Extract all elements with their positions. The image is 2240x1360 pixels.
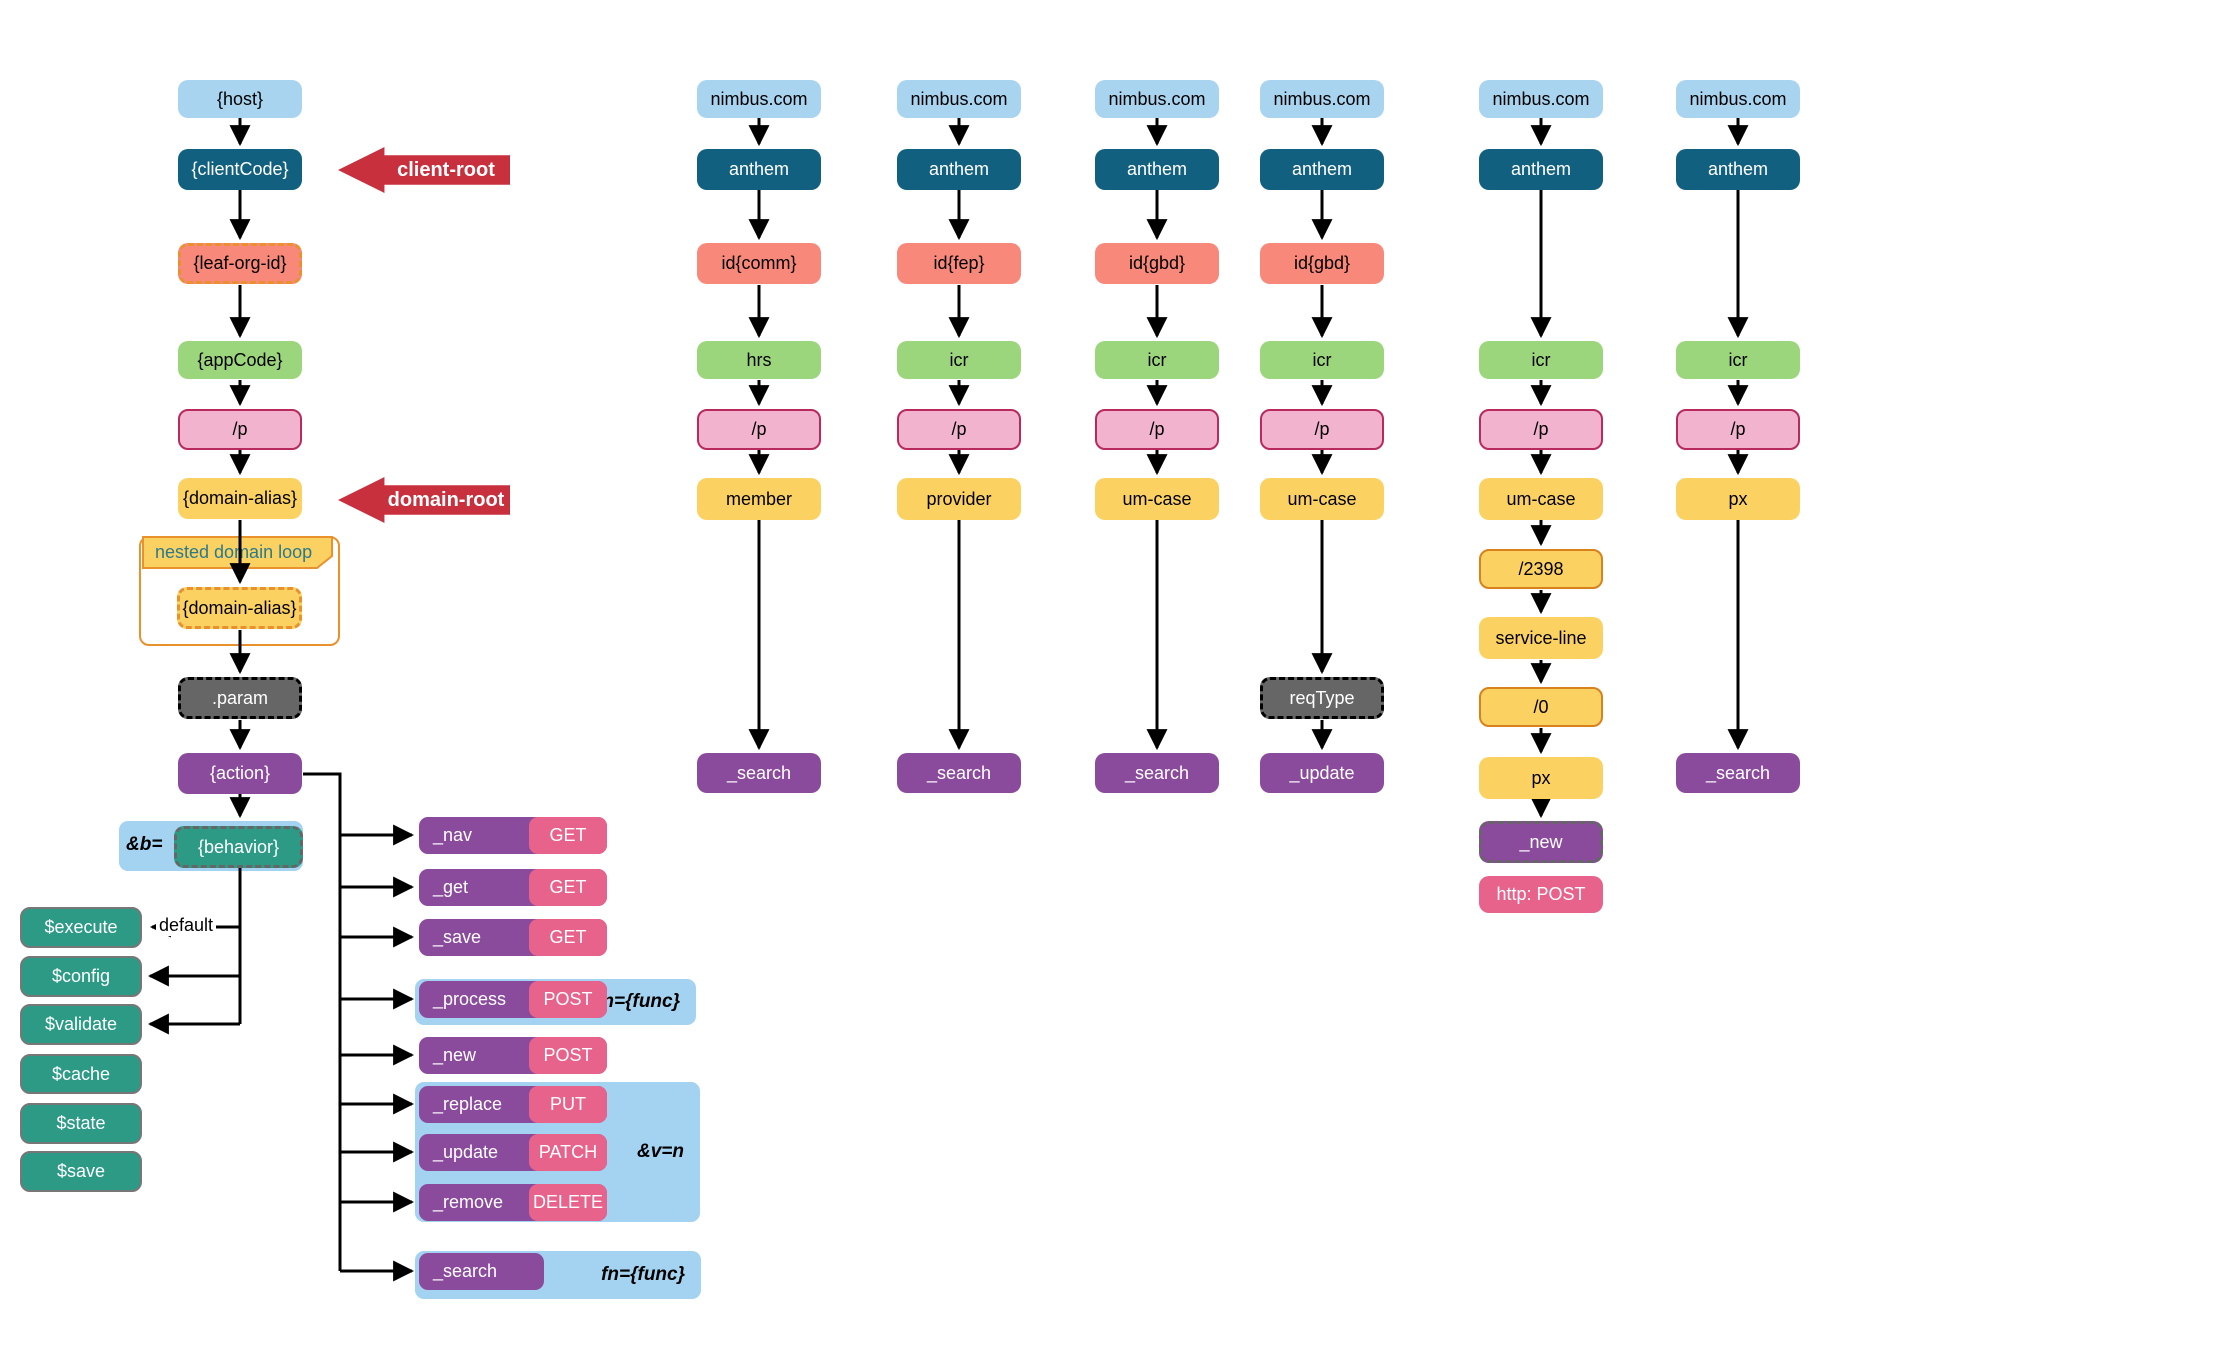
example6-p-node: /p (1676, 409, 1800, 450)
behavior-save-node: $save (20, 1151, 142, 1192)
group-header-shape (141, 535, 333, 569)
example2-p-node: /p (897, 409, 1021, 450)
behavior-prefix-label: &b= (126, 834, 163, 855)
action-name: _search (433, 1261, 498, 1281)
http-method-tag: GET (529, 817, 607, 854)
example6-domain-node: px (1676, 478, 1800, 520)
example2-host-node: nimbus.com (897, 80, 1021, 118)
action-name: _remove (433, 1192, 504, 1212)
search-annotation-label: fn={func} (601, 1264, 685, 1285)
example3-action-node: _search (1095, 753, 1219, 793)
example3-client-node: anthem (1095, 149, 1219, 190)
action-row-save: _save GET (419, 919, 607, 956)
template-behavior-node: {behavior} (174, 826, 303, 868)
action-name: _update (433, 1142, 499, 1162)
example6-action-node: _search (1676, 753, 1800, 793)
example4-client-node: anthem (1260, 149, 1384, 190)
example5-sub-domain-node: service-line (1479, 617, 1603, 659)
action-row-search: _search (419, 1253, 544, 1290)
action-row-update: _update PATCH (419, 1134, 607, 1171)
example5-domain-node: um-case (1479, 478, 1603, 520)
example1-app-node: hrs (697, 341, 821, 379)
example4-app-node: icr (1260, 341, 1384, 379)
http-method-tag: GET (529, 869, 607, 906)
template-p-node: /p (178, 409, 302, 450)
example6-app-node: icr (1676, 341, 1800, 379)
example3-host-node: nimbus.com (1095, 80, 1219, 118)
template-param-node: .param (178, 677, 302, 719)
behavior-execute-node: $execute (20, 907, 142, 948)
example5-client-node: anthem (1479, 149, 1603, 190)
action-row-process: _process POST (419, 981, 607, 1018)
example2-domain-node: provider (897, 478, 1021, 520)
example1-action-node: _search (697, 753, 821, 793)
example5-http-post-note: http: POST (1479, 876, 1603, 913)
behavior-cache-node: $cache (20, 1054, 142, 1094)
example2-id-node: id{fep} (897, 243, 1021, 284)
example6-host-node: nimbus.com (1676, 80, 1800, 118)
example3-app-node: icr (1095, 341, 1219, 379)
example1-id-node: id{comm} (697, 243, 821, 284)
action-row-replace: _replace PUT (419, 1086, 607, 1123)
behavior-validate-node: $validate (20, 1004, 142, 1045)
example3-id-node: id{gbd} (1095, 243, 1219, 284)
action-row-nav: _nav GET (419, 817, 607, 854)
example5-record-id-node: /2398 (1479, 549, 1603, 589)
template-nested-domain-alias-node: {domain-alias} (177, 587, 302, 629)
action-row-get: _get GET (419, 869, 607, 906)
action-row-new: _new POST (419, 1037, 607, 1074)
action-name: _replace (433, 1094, 503, 1114)
example5-sub-record-id-node: /0 (1479, 687, 1603, 727)
example5-host-node: nimbus.com (1479, 80, 1603, 118)
example4-domain-node: um-case (1260, 478, 1384, 520)
example2-app-node: icr (897, 341, 1021, 379)
action-name: _nav (433, 825, 473, 845)
behavior-config-node: $config (20, 956, 142, 997)
template-client-code-node: {clientCode} (178, 149, 302, 190)
template-domain-alias-node: {domain-alias} (178, 478, 302, 519)
example4-action-node: _update (1260, 753, 1384, 793)
http-method-tag: PUT (529, 1086, 607, 1123)
action-name: _save (433, 927, 482, 947)
example2-action-node: _search (897, 753, 1021, 793)
example2-client-node: anthem (897, 149, 1021, 190)
example5-p-node: /p (1479, 409, 1603, 450)
example1-domain-node: member (697, 478, 821, 520)
example1-host-node: nimbus.com (697, 80, 821, 118)
example1-client-node: anthem (697, 149, 821, 190)
example5-action-node: _new (1479, 821, 1603, 863)
action-name: _get (433, 877, 469, 897)
process-annotation-label: fn={func} (596, 991, 680, 1012)
template-leaf-org-id-node: {leaf-org-id} (178, 243, 302, 284)
action-row-remove: _remove DELETE (419, 1184, 607, 1221)
example4-id-node: id{gbd} (1260, 243, 1384, 284)
example1-p-node: /p (697, 409, 821, 450)
default-label: default (156, 915, 217, 936)
example5-app-node: icr (1479, 341, 1603, 379)
nested-loop-title: nested domain loop (155, 542, 313, 562)
example5-sub-sub-domain-node: px (1479, 757, 1603, 799)
version-annotation-label: &v=n (637, 1141, 684, 1162)
http-method-tag: PATCH (529, 1134, 607, 1171)
http-method-tag: GET (529, 919, 607, 956)
template-action-node: {action} (178, 753, 302, 794)
example3-domain-node: um-case (1095, 478, 1219, 520)
example4-host-node: nimbus.com (1260, 80, 1384, 118)
example3-p-node: /p (1095, 409, 1219, 450)
example4-reqtype-node: reqType (1260, 677, 1384, 719)
http-method-tag: POST (529, 981, 607, 1018)
http-method-tag: POST (529, 1037, 607, 1074)
template-host-node: {host} (178, 80, 302, 118)
action-name: _new (433, 1045, 477, 1065)
example6-client-node: anthem (1676, 149, 1800, 190)
action-name: _process (433, 989, 507, 1009)
behavior-state-node: $state (20, 1103, 142, 1144)
http-method-tag: DELETE (529, 1184, 607, 1221)
template-app-code-node: {appCode} (178, 341, 302, 379)
example4-p-node: /p (1260, 409, 1384, 450)
